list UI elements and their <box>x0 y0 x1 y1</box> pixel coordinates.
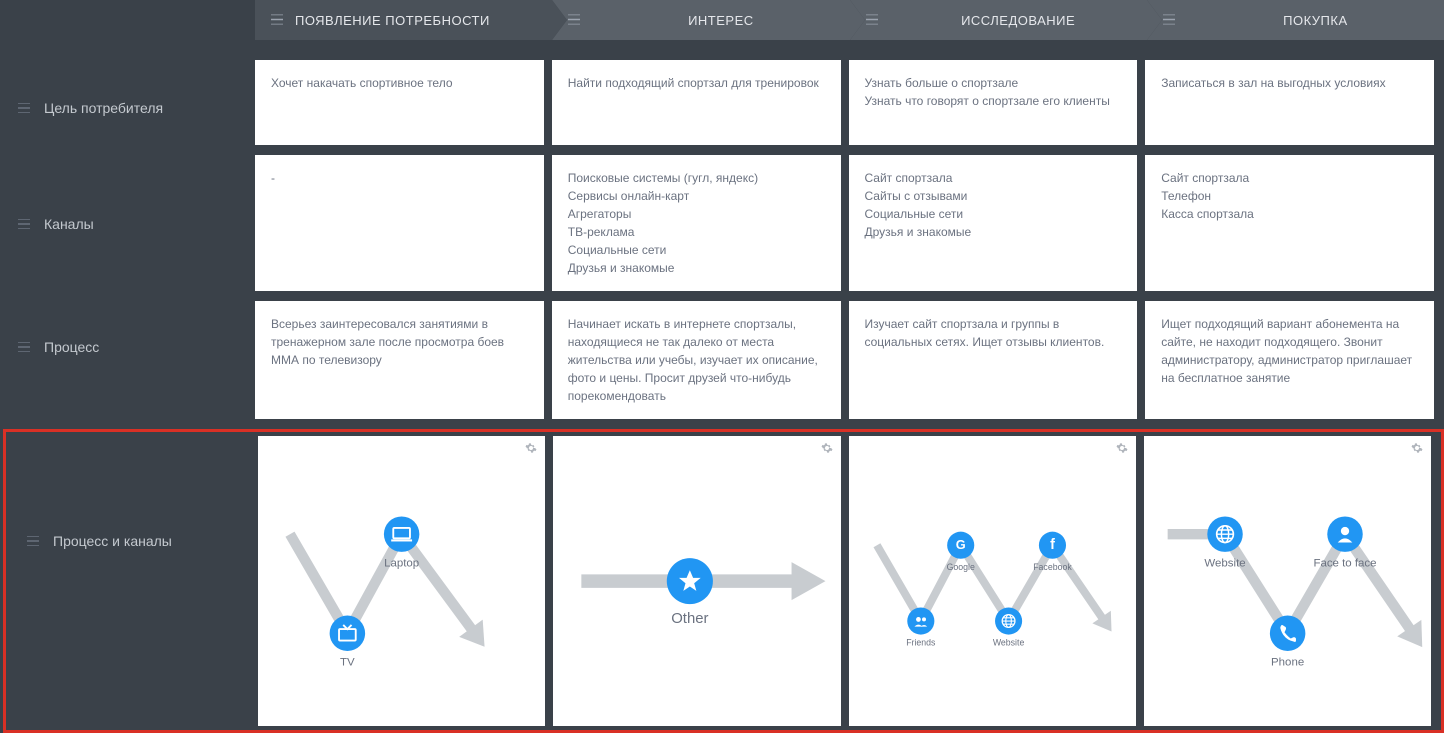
card-text: Социальные сети <box>568 241 825 259</box>
stage-headers: ПОЯВЛЕНИЕ ПОТРЕБНОСТИ ИНТЕРЕС ИССЛЕДОВАН… <box>255 0 1444 40</box>
gear-icon[interactable] <box>1116 442 1128 457</box>
card-text: Хочет накачать спортивное тело <box>271 74 528 92</box>
card-text: ТВ-реклама <box>568 223 825 241</box>
card[interactable]: Сайт спортзалаСайты с отзывамиСоциальные… <box>849 155 1138 291</box>
menu-icon[interactable] <box>18 339 30 355</box>
menu-icon[interactable] <box>1163 13 1175 28</box>
card-text: Касса спортзала <box>1161 205 1418 223</box>
card-text: Сайты с отзывами <box>865 187 1122 205</box>
node-tv[interactable] <box>330 616 365 651</box>
card-text: Узнать больше о спортзале <box>865 74 1122 92</box>
row-label-text: Процесс <box>44 339 99 355</box>
card[interactable]: Начинает искать в интернете спортзалы, н… <box>552 301 841 419</box>
diagram-card[interactable]: G Google f Facebook Friends Website <box>849 436 1136 726</box>
card[interactable]: - <box>255 155 544 291</box>
card-text: Телефон <box>1161 187 1418 205</box>
card[interactable]: Хочет накачать спортивное тело <box>255 60 544 145</box>
node-label: Google <box>946 562 974 572</box>
card-text: Друзья и знакомые <box>568 259 825 277</box>
card-text: Ищет подходящий вариант абонемента на са… <box>1161 315 1418 387</box>
diagram-svg: Laptop TV <box>266 444 537 718</box>
card-text: - <box>271 169 528 187</box>
svg-text:G: G <box>955 537 965 552</box>
node-website2[interactable] <box>1207 516 1242 551</box>
node-label: TV <box>340 657 355 669</box>
svg-text:f: f <box>1050 537 1055 553</box>
menu-icon[interactable] <box>866 13 878 28</box>
gear-icon[interactable] <box>1411 442 1423 457</box>
row-label-text: Процесс и каналы <box>53 533 172 549</box>
card-text: Сайт спортзала <box>1161 169 1418 187</box>
node-laptop[interactable] <box>384 516 419 551</box>
menu-icon[interactable] <box>27 533 39 549</box>
card[interactable]: Записаться в зал на выгодных условиях <box>1145 60 1434 145</box>
diagram-svg: Other <box>561 444 832 718</box>
diagram-svg: Website Face to face Phone <box>1152 444 1423 718</box>
card-text: Сайт спортзала <box>865 169 1122 187</box>
node-label: Website <box>1204 558 1245 570</box>
card-text: Социальные сети <box>865 205 1122 223</box>
row-label-text: Каналы <box>44 216 94 232</box>
node-face[interactable] <box>1327 516 1362 551</box>
card[interactable]: Изучает сайт спортзала и группы в социал… <box>849 301 1138 419</box>
card-text: Поисковые системы (гугл, яндекс) <box>568 169 825 187</box>
row-label-goal: Цель потребителя <box>0 60 255 156</box>
node-label: Phone <box>1271 657 1304 669</box>
stage-label: ПОКУПКА <box>1283 13 1348 28</box>
stage-header-4[interactable]: ПОКУПКА <box>1147 0 1444 40</box>
card[interactable]: Сайт спортзалаТелефонКасса спортзала <box>1145 155 1434 291</box>
menu-icon[interactable] <box>18 100 30 116</box>
stage-label: ИССЛЕДОВАНИЕ <box>961 13 1075 28</box>
node-other[interactable] <box>667 558 713 604</box>
card-text: Начинает искать в интернете спортзалы, н… <box>568 315 825 405</box>
diagram-card[interactable]: Other <box>553 436 840 726</box>
stage-label: ПОЯВЛЕНИЕ ПОТРЕБНОСТИ <box>295 13 490 28</box>
node-label: Face to face <box>1313 558 1376 570</box>
card[interactable]: Найти подходящий спортзал для тренировок <box>552 60 841 145</box>
card[interactable]: Всерьез заинтересовался занятиями в трен… <box>255 301 544 419</box>
node-label: Laptop <box>384 558 419 570</box>
card-text: Всерьез заинтересовался занятиями в трен… <box>271 315 528 369</box>
process-row: Всерьез заинтересовался занятиями в трен… <box>255 301 1444 419</box>
card-text: Записаться в зал на выгодных условиях <box>1161 74 1418 92</box>
card-text: Сервисы онлайн-карт <box>568 187 825 205</box>
channels-row: - Поисковые системы (гугл, яндекс)Сервисы… <box>255 155 1444 291</box>
node-phone[interactable] <box>1270 616 1305 651</box>
card-text: Друзья и знакомые <box>865 223 1122 241</box>
goal-row: Хочет накачать спортивное тело Найти подх… <box>255 60 1444 145</box>
stage-header-1[interactable]: ПОЯВЛЕНИЕ ПОТРЕБНОСТИ <box>255 0 552 40</box>
menu-icon[interactable] <box>568 13 580 28</box>
diagram-svg: G Google f Facebook Friends Website <box>857 444 1128 718</box>
node-label: Other <box>671 611 708 627</box>
row-label-process-channels: Процесс и каналы <box>9 436 258 646</box>
node-google[interactable]: G <box>947 532 974 559</box>
node-label: Friends <box>906 638 936 648</box>
card[interactable]: Ищет подходящий вариант абонемента на са… <box>1145 301 1434 419</box>
stage-header-2[interactable]: ИНТЕРЕС <box>552 0 849 40</box>
card-text: Узнать что говорят о спортзале его клиен… <box>865 92 1122 110</box>
node-friends[interactable] <box>907 607 934 634</box>
diagram-card[interactable]: Website Face to face Phone <box>1144 436 1431 726</box>
stage-label: ИНТЕРЕС <box>688 13 754 28</box>
row-label-process: Процесс <box>0 292 255 402</box>
card-text: Агрегаторы <box>568 205 825 223</box>
node-facebook[interactable]: f <box>1038 532 1065 559</box>
card-text: Изучает сайт спортзала и группы в социал… <box>865 315 1122 351</box>
gear-icon[interactable] <box>821 442 833 457</box>
row-label-channels: Каналы <box>0 166 255 282</box>
card-text: Найти подходящий спортзал для тренировок <box>568 74 825 92</box>
node-label: Website <box>992 638 1024 648</box>
row-label-text: Цель потребителя <box>44 100 163 116</box>
gear-icon[interactable] <box>525 442 537 457</box>
card[interactable]: Узнать больше о спортзалеУзнать что гово… <box>849 60 1138 145</box>
menu-icon[interactable] <box>271 13 283 28</box>
process-channels-row: Процесс и каналы Laptop TV Other G Google f Fa… <box>3 429 1444 733</box>
card[interactable]: Поисковые системы (гугл, яндекс)Сервисы … <box>552 155 841 291</box>
stage-header-3[interactable]: ИССЛЕДОВАНИЕ <box>850 0 1147 40</box>
diagram-card[interactable]: Laptop TV <box>258 436 545 726</box>
menu-icon[interactable] <box>18 216 30 232</box>
node-label: Facebook <box>1033 562 1072 572</box>
main-content: ПОЯВЛЕНИЕ ПОТРЕБНОСТИ ИНТЕРЕС ИССЛЕДОВАН… <box>255 0 1444 654</box>
node-website[interactable] <box>995 607 1022 634</box>
